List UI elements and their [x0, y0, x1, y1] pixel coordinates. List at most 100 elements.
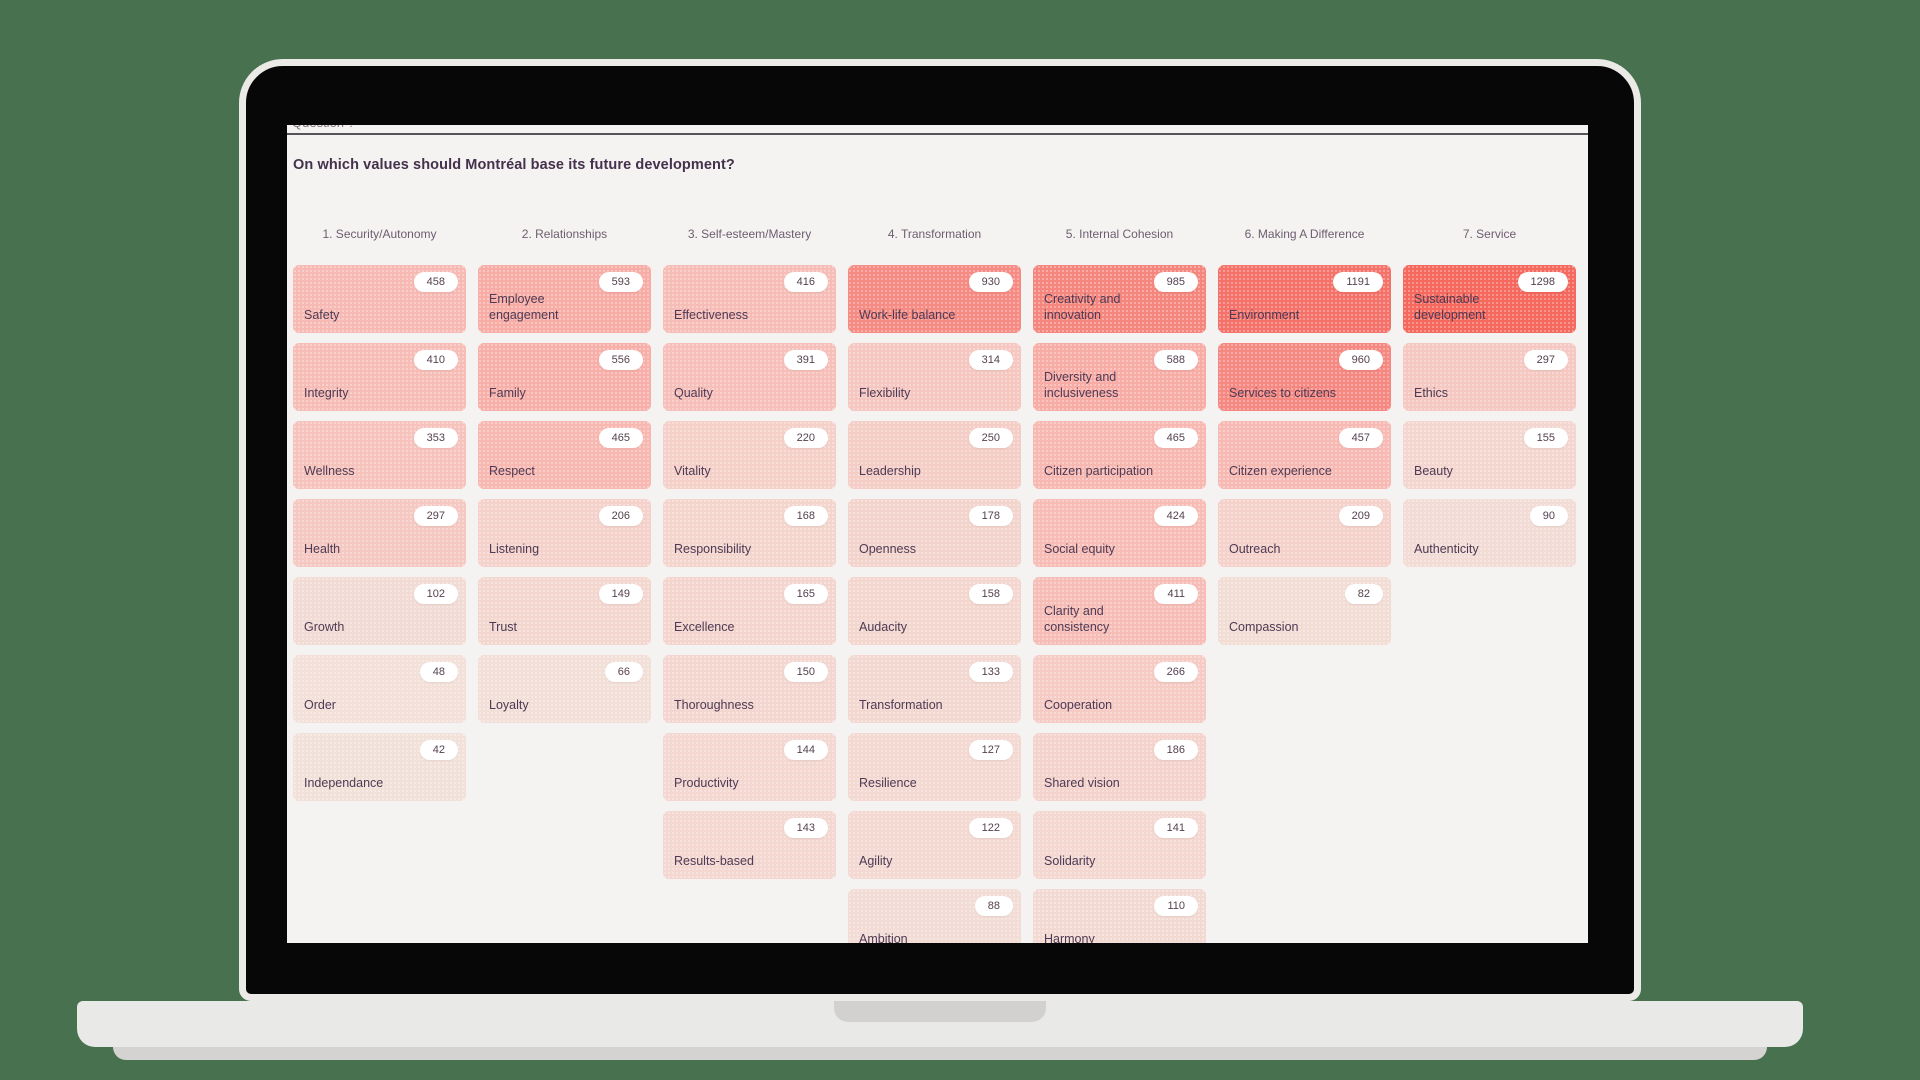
value-card[interactable]: 416 Effectiveness	[663, 265, 836, 333]
value-label: Independance	[304, 776, 384, 790]
value-count-badge: 155	[1523, 428, 1568, 448]
value-count-badge: 168	[783, 506, 828, 526]
value-card[interactable]: 90 Authenticity	[1403, 499, 1576, 567]
value-label: Trust	[489, 620, 518, 634]
value-card[interactable]: 88 Ambition	[848, 889, 1021, 943]
value-label: Social equity	[1044, 542, 1115, 556]
value-count-badge: 1191	[1333, 272, 1383, 292]
value-card[interactable]: 593 Employee engagement	[478, 265, 651, 333]
value-column: 4. Transformation 930 Work-life balance …	[848, 215, 1021, 943]
value-card[interactable]: 1298 Sustainable development	[1403, 265, 1576, 333]
value-count-badge: 457	[1338, 428, 1383, 448]
value-count-badge: 122	[968, 818, 1013, 838]
value-card[interactable]: 209 Outreach	[1218, 499, 1391, 567]
value-card[interactable]: 250 Leadership	[848, 421, 1021, 489]
column-header: 1. Security/Autonomy	[322, 227, 437, 241]
value-label: Wellness	[304, 464, 355, 478]
value-card[interactable]: 42 Independance	[293, 733, 466, 801]
value-card[interactable]: 122 Agility	[848, 811, 1021, 879]
value-count-badge: 593	[598, 272, 643, 292]
value-label: Results-based	[674, 854, 754, 868]
value-card[interactable]: 297 Ethics	[1403, 343, 1576, 411]
value-card[interactable]: 143 Results-based	[663, 811, 836, 879]
value-card[interactable]: 960 Services to citizens	[1218, 343, 1391, 411]
value-label: Excellence	[674, 620, 735, 634]
value-label: Openness	[859, 542, 916, 556]
value-card[interactable]: 391 Quality	[663, 343, 836, 411]
laptop-bezel: Question ? On which values should Montré…	[239, 59, 1641, 1001]
value-card[interactable]: 465 Respect	[478, 421, 651, 489]
value-label: Order	[304, 698, 336, 712]
value-count-badge: 391	[783, 350, 828, 370]
value-count-badge: 411	[1154, 584, 1198, 604]
value-card[interactable]: 102 Growth	[293, 577, 466, 645]
value-card[interactable]: 297 Health	[293, 499, 466, 567]
value-card[interactable]: 458 Safety	[293, 265, 466, 333]
value-label: Authenticity	[1414, 542, 1479, 556]
value-label: Transformation	[859, 698, 943, 712]
value-card[interactable]: 410 Integrity	[293, 343, 466, 411]
value-card[interactable]: 206 Listening	[478, 499, 651, 567]
value-label: Clarity and consistency	[1044, 604, 1110, 634]
value-card[interactable]: 588 Diversity and inclusiveness	[1033, 343, 1206, 411]
app-screen: Question ? On which values should Montré…	[287, 125, 1588, 943]
value-card[interactable]: 314 Flexibility	[848, 343, 1021, 411]
value-column: 3. Self-esteem/Mastery 416 Effectiveness…	[663, 215, 836, 943]
value-label: Vitality	[674, 464, 711, 478]
value-card[interactable]: 155 Beauty	[1403, 421, 1576, 489]
value-label: Effectiveness	[674, 308, 749, 322]
value-count-badge: 102	[413, 584, 458, 604]
value-card[interactable]: 48 Order	[293, 655, 466, 723]
value-count-badge: 88	[974, 896, 1013, 916]
value-card[interactable]: 150 Thoroughness	[663, 655, 836, 723]
value-card[interactable]: 353 Wellness	[293, 421, 466, 489]
column-cards: 458 Safety 410 Integrity 353 Wellness 29…	[293, 265, 466, 801]
value-label: Services to citizens	[1229, 386, 1336, 400]
value-card[interactable]: 424 Social equity	[1033, 499, 1206, 567]
value-card[interactable]: 186 Shared vision	[1033, 733, 1206, 801]
value-card[interactable]: 133 Transformation	[848, 655, 1021, 723]
value-card[interactable]: 165 Excellence	[663, 577, 836, 645]
value-card[interactable]: 66 Loyalty	[478, 655, 651, 723]
value-count-badge: 416	[783, 272, 828, 292]
value-card[interactable]: 110 Harmony	[1033, 889, 1206, 943]
value-card[interactable]: 457 Citizen experience	[1218, 421, 1391, 489]
value-card[interactable]: 141 Solidarity	[1033, 811, 1206, 879]
value-count-badge: 465	[598, 428, 643, 448]
value-label: Outreach	[1229, 542, 1281, 556]
value-label: Growth	[304, 620, 345, 634]
value-label: Diversity and inclusiveness	[1044, 370, 1119, 400]
value-label: Loyalty	[489, 698, 529, 712]
value-count-badge: 143	[783, 818, 828, 838]
value-label: Leadership	[859, 464, 921, 478]
value-card[interactable]: 985 Creativity and innovation	[1033, 265, 1206, 333]
value-card[interactable]: 127 Resilience	[848, 733, 1021, 801]
value-label: Flexibility	[859, 386, 911, 400]
value-count-badge: 127	[968, 740, 1013, 760]
value-card[interactable]: 465 Citizen participation	[1033, 421, 1206, 489]
value-card[interactable]: 411 Clarity and consistency	[1033, 577, 1206, 645]
value-count-badge: 90	[1529, 506, 1568, 526]
value-card[interactable]: 144 Productivity	[663, 733, 836, 801]
value-count-badge: 149	[598, 584, 643, 604]
value-label: Work-life balance	[859, 308, 956, 322]
value-card[interactable]: 178 Openness	[848, 499, 1021, 567]
value-card[interactable]: 168 Responsibility	[663, 499, 836, 567]
value-label: Shared vision	[1044, 776, 1120, 790]
value-label: Ethics	[1414, 386, 1449, 400]
value-card[interactable]: 149 Trust	[478, 577, 651, 645]
value-card[interactable]: 1191 Environment	[1218, 265, 1391, 333]
value-card[interactable]: 82 Compassion	[1218, 577, 1391, 645]
value-card[interactable]: 930 Work-life balance	[848, 265, 1021, 333]
value-label: Listening	[489, 542, 540, 556]
column-cards: 1191 Environment 960 Services to citizen…	[1218, 265, 1391, 645]
value-label: Ambition	[859, 932, 908, 943]
value-count-badge: 314	[968, 350, 1013, 370]
value-card[interactable]: 266 Cooperation	[1033, 655, 1206, 723]
value-card[interactable]: 220 Vitality	[663, 421, 836, 489]
value-card[interactable]: 158 Audacity	[848, 577, 1021, 645]
value-label: Safety	[304, 308, 340, 322]
value-card[interactable]: 556 Family	[478, 343, 651, 411]
value-count-badge: 458	[413, 272, 458, 292]
value-column: 7. Service 1298 Sustainable development …	[1403, 215, 1576, 943]
